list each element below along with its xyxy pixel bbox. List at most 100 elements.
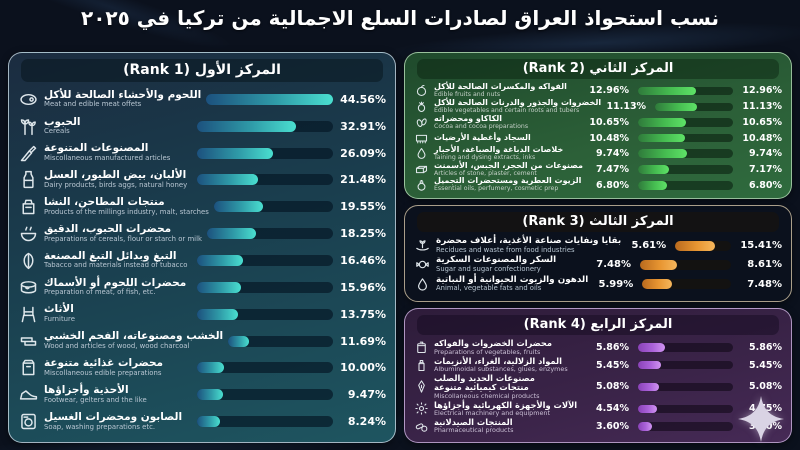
item-bar-fill [638,422,653,431]
item-label-en: Articles of stone, plaster, cement [434,169,537,177]
item-label-ar: محضرات غذائية متنوعة [44,357,164,370]
item-bar-fill [638,404,657,414]
item-label-ar: خلاصات الدباغة والصباغة، الأحبار [434,144,564,154]
item-bar-track [638,382,733,392]
item-value: 16.46% [340,253,386,267]
item-label-en: Taining and dysing extracts, inks [434,153,536,161]
item-row: الحبوب Cereals 32.91% [18,116,386,137]
item-value-left: 10.48% [589,132,629,144]
pen-nib-icon [414,379,429,394]
item-value-left: 6.80% [596,179,629,191]
panels-layout: المركز الأول (Rank 1) اللحوم والأحشاء ال… [8,52,792,443]
item-row: محضرات غذائية متنوعة Miscollaneous edible… [18,357,386,378]
item-value: 12.96% [742,85,782,97]
panel-rank1-header: المركز الأول (Rank 1) [21,59,383,82]
cereal-bowl-icon [18,223,39,244]
item-label-en: Products of the millings industry, malt,… [44,207,209,216]
item-label-en: Furniture [44,315,75,324]
item-labels: محضرات الحبوب، الدقيق Preparations of cer… [44,223,202,243]
item-bar-track [197,308,333,320]
item-bar-track [197,147,333,159]
item-value-left: 12.96% [589,85,629,97]
item-row: السجاد وأغطية الأرضيات 10.48% 10.48% [414,131,782,146]
item-labels: الزيوت العطرية ومستحضرات التجميل Essentia… [434,176,584,193]
item-bar-track [642,279,731,290]
item-labels: الألبان، بيض الطيور، العسل Dairy products… [44,169,192,189]
item-labels: التبغ وبدائل التبغ المصنعة Tabacco and ma… [44,250,192,270]
item-value: 44.56% [340,92,386,106]
item-bar-track [197,362,333,374]
mill-icon [18,196,39,217]
wood-icon [18,331,39,352]
item-labels: منتجات المطاحن، النشا Products of the mil… [44,196,209,216]
item-row: الزيوت العطرية ومستحضرات التجميل Essentia… [414,176,782,193]
item-value-left: 9.74% [596,148,629,160]
item-label-ar: الأحذية وأجزاؤها [44,383,129,396]
item-label-en: Recidues and waste from food industries [436,245,575,254]
item-bar-fill [638,165,670,174]
item-label-en: Preparations of vegetables, fruits [434,347,541,356]
item-row: الأحذية وأجزاؤها Footwear, gelters and th… [18,384,386,405]
panel-rank4: المركز الرابع (Rank 4) محضرات الخضروات و… [404,308,792,443]
item-bar-fill [197,389,223,401]
item-bar-fill [213,201,263,213]
item-row: المواد الزلالية، الغراء، الأنزيمات Albumi… [414,356,782,373]
item-value: 15.96% [340,280,386,294]
item-label-en: Dairy products, birds aggs, natural hone… [44,180,188,189]
item-label-ar: الحبوب [44,115,81,128]
candy-icon [414,256,431,273]
item-label-en: Footwear, gelters and the like [44,395,147,404]
item-bar-track [655,102,733,112]
item-bar-track [638,133,733,143]
item-row: التبغ وبدائل التبغ المصنعة Tabacco and ma… [18,250,386,271]
item-bar-track [638,404,733,414]
perfume-icon [414,178,429,193]
item-label-en: Pharmaceutical products [434,426,514,435]
carpet-icon [414,131,429,146]
item-label-ar: الخضروات والجذور والدرنات الصالحة للأكل [434,97,602,107]
item-labels: الأحذية وأجزاؤها Footwear, gelters and th… [44,383,192,404]
item-labels: محضرات الخضروات والفواكه Preparations of … [434,339,584,356]
item-labels: المواد الزلالية، الغراء، الأنزيمات Albumi… [434,356,584,373]
item-bar-track [206,93,333,105]
panel-rank3-header: المركز الثالث (Rank 3) [417,212,779,232]
item-label-ar: الخشب ومصنوعاته، الفحم الخشبي [44,330,224,343]
item-label-en: Preparations of cereals, flour or starch… [44,234,202,243]
item-row: منتجات المطاحن، النشا Products of the mil… [18,196,386,217]
canned-vegetables-icon [414,340,429,355]
item-label-ar: الآلات والأجهزة الكهربائية وأجزاؤها [434,399,578,410]
item-labels: محضرات اللحوم أو الأسماك Preparation of m… [44,277,192,297]
cocoa-icon [414,115,429,130]
panel-rank3-rows: بقايا ونفايات صناعة الأغذية، أعلاف محضرة… [414,236,782,294]
item-value-left: 7.48% [596,259,631,271]
item-value: 9.47% [347,388,386,402]
item-labels: اللحوم والأحشاء الصالحة للأكل Meat and ed… [44,89,201,109]
item-bar-fill [642,279,673,290]
feed-icon [414,237,431,254]
item-bar-fill [638,118,686,127]
panel-rank2: المركز الثاني (Rank 2) الفواكه والمكسرات… [404,52,792,199]
item-labels: المنتجات الصيدلانية Pharmaceutical produc… [434,417,584,435]
ink-drop-icon [414,146,429,161]
item-value: 11.69% [340,334,386,348]
item-bar-track [638,343,733,352]
item-bar-fill [197,308,238,320]
item-label-ar-2: منتجات كيميائية متنوعة [434,382,529,393]
item-value: 8.61% [747,259,782,271]
item-bar-track [206,228,333,240]
item-label-en: Preparation of meat, of fish, etc. [44,288,156,297]
panel-rank2-rows: الفواكه والمكسرات الصالحة للأكل Edible fr… [414,82,782,193]
item-value: 21.48% [340,173,386,187]
item-row: مصنوعات الحديد والصلب منتجات كيميائية متن… [414,373,782,400]
panel-rank2-header: المركز الثاني (Rank 2) [417,59,779,79]
item-label-ar: الصابون ومحضرات الغسيل [44,410,183,423]
item-value: 10.00% [340,361,386,375]
item-value: 10.65% [742,117,782,129]
item-label-ar: المصنوعات المتنوعة [44,142,149,155]
item-label-en: Animal, vegetable fats and oils [436,284,542,293]
item-label-ar: الأثاث [44,303,74,316]
item-label-en: Edible fruits and nuts [434,90,501,98]
item-value: 19.55% [340,200,386,214]
item-row: الألبان، بيض الطيور، العسل Dairy products… [18,169,386,190]
